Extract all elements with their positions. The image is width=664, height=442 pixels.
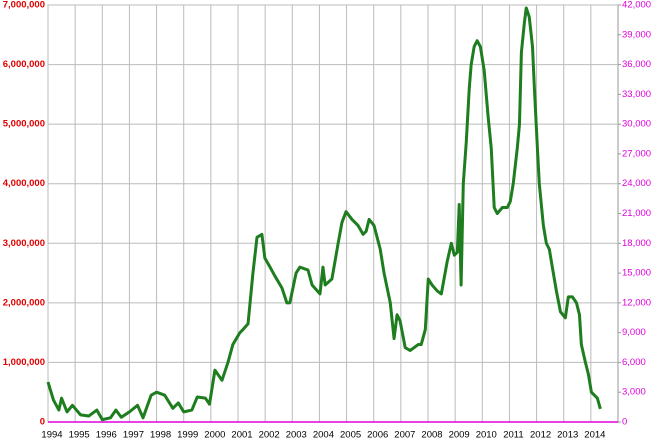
y2-tick-label: 6,000 [622,357,646,368]
y-tick-label: 2,000,000 [3,297,45,308]
x-tick-label: 2008 [421,430,442,441]
x-tick-label: 2001 [231,430,252,441]
x-tick-label: 1996 [96,430,117,441]
x-tick-label: 2005 [340,430,361,441]
plot-area [47,4,619,423]
x-tick-label: 2012 [530,430,551,441]
y2-tick-label: 30,000 [622,119,651,130]
x-tick-label: 2011 [503,430,523,441]
y2-tick-label: 36,000 [622,59,651,70]
x-tick-label: 1995 [69,430,90,441]
x-tick-label: 2013 [557,430,578,441]
y2-tick-label: 33,000 [622,89,651,100]
x-tick-label: 2000 [204,430,225,441]
y2-tick-label: 12,000 [622,297,651,308]
x-tick-label: 2002 [259,430,280,441]
x-tick-label: 2010 [476,430,497,441]
y2-tick-label: 15,000 [622,268,651,279]
x-tick-label: 1997 [123,430,144,441]
y-tick-label: 7,000,000 [3,0,45,11]
y2-tick-label: 27,000 [622,148,651,159]
x-tick-label: 2003 [286,430,307,441]
x-tick-label: 2004 [313,430,334,441]
data-line [46,6,602,422]
y-tick-label: 1,000,000 [3,357,45,368]
y-tick-label: 6,000,000 [3,59,45,70]
y2-tick-label: 18,000 [622,238,651,249]
x-tick-label: 2007 [394,430,415,441]
y2-tick-label: 39,000 [622,29,651,40]
y2-tick-label: 9,000 [622,327,646,338]
x-tick-label: 1999 [177,430,198,441]
x-tick-label: 2014 [584,430,605,441]
y2-tick-label: 3,000 [622,387,646,398]
x-tick-label: 1998 [150,430,171,441]
x-tick-label: 1994 [41,430,62,441]
y-tick-label: 0 [40,417,45,428]
y-tick-label: 5,000,000 [3,119,45,130]
x-tick-label: 2006 [367,430,388,441]
y2-tick-label: 24,000 [622,178,651,189]
x-tick-label: 2009 [449,430,470,441]
y-tick-label: 3,000,000 [3,238,45,249]
y2-tick-label: 21,000 [622,208,651,219]
y-tick-label: 4,000,000 [3,178,45,189]
y2-tick-label: 0 [622,417,627,428]
y2-tick-label: 42,000 [622,0,651,11]
